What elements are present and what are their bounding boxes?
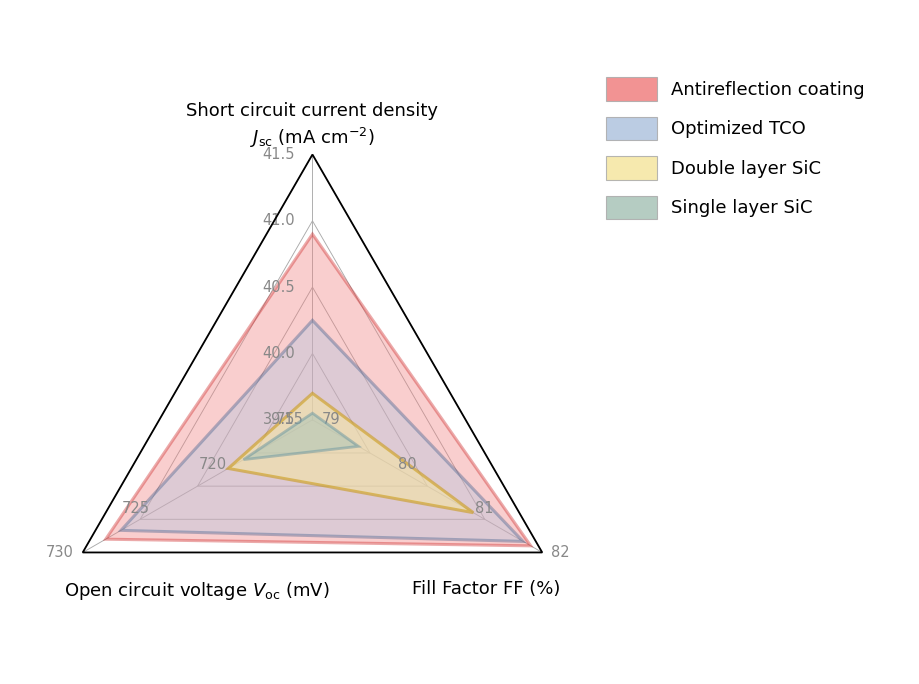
Text: 81: 81 — [475, 501, 494, 516]
Polygon shape — [228, 393, 473, 513]
Text: Fill Factor FF (%): Fill Factor FF (%) — [413, 580, 561, 598]
Text: 715: 715 — [276, 412, 303, 428]
Text: 41.5: 41.5 — [263, 147, 295, 162]
Text: 41.0: 41.0 — [262, 213, 295, 228]
Text: 720: 720 — [199, 456, 227, 471]
Text: 39.5: 39.5 — [263, 412, 295, 428]
Text: 80: 80 — [398, 456, 417, 471]
Text: $J_{\mathrm{sc}}$ (mA cm$^{-2}$): $J_{\mathrm{sc}}$ (mA cm$^{-2}$) — [250, 126, 375, 150]
Text: 725: 725 — [122, 501, 150, 516]
Text: Open circuit voltage $V_{\mathrm{oc}}$ (mV): Open circuit voltage $V_{\mathrm{oc}}$ (… — [64, 580, 330, 602]
Text: 730: 730 — [46, 545, 74, 560]
Text: Short circuit current density: Short circuit current density — [187, 102, 438, 120]
Text: 40.0: 40.0 — [262, 346, 295, 361]
Legend: Antireflection coating, Optimized TCO, Double layer SiC, Single layer SiC: Antireflection coating, Optimized TCO, D… — [607, 77, 865, 219]
Text: 40.5: 40.5 — [262, 280, 295, 295]
Polygon shape — [121, 320, 523, 542]
Text: 82: 82 — [551, 545, 570, 560]
Polygon shape — [106, 234, 530, 546]
Text: 79: 79 — [322, 412, 340, 428]
Polygon shape — [244, 413, 358, 460]
